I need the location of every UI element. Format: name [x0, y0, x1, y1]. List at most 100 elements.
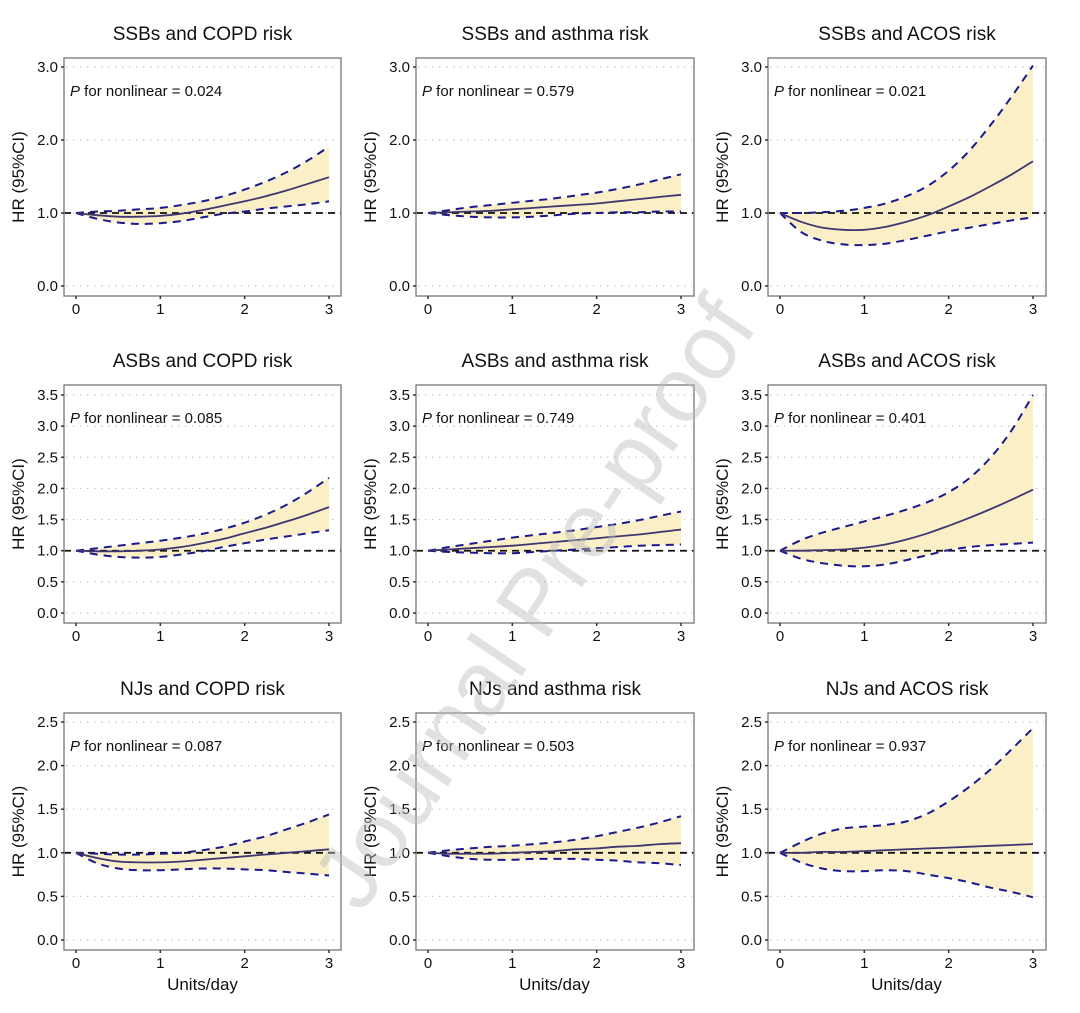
y-tick-label: 1.0	[389, 543, 410, 560]
x-tick-label: 0	[776, 628, 784, 645]
p-symbol: P	[70, 410, 80, 427]
x-tick-label: 1	[860, 628, 868, 645]
plot-area	[416, 510, 694, 555]
watermark: Journal Pre-proof	[293, 279, 775, 926]
hr-line	[75, 848, 330, 864]
p-nonlinear-annotation: P for nonlinear = 0.749	[422, 410, 574, 427]
ci-lower-line	[427, 851, 682, 866]
y-tick-label: 0.0	[389, 932, 410, 949]
y-axis-label: HR (95%CI)	[9, 458, 28, 550]
p-symbol: P	[774, 83, 784, 100]
hr-line	[75, 176, 330, 218]
p-value-text: for nonlinear = 0.937	[784, 738, 926, 755]
x-tick-label: 1	[860, 301, 868, 318]
x-tick-label: 1	[508, 955, 516, 972]
plot-area	[416, 173, 694, 219]
panel-title: SSBs and asthma risk	[462, 24, 649, 45]
y-tick-label: 1.0	[741, 845, 762, 862]
y-tick-label: 0.5	[37, 574, 58, 591]
plot-frame	[415, 712, 695, 951]
plot-frame	[63, 712, 342, 951]
ci-band	[428, 174, 681, 218]
y-tick-label: 1.5	[741, 801, 762, 818]
y-axis-label: HR (95%CI)	[361, 458, 380, 550]
ci-band	[76, 814, 329, 876]
x-tick-label: 3	[325, 628, 333, 645]
ci-lower-line	[427, 543, 682, 555]
x-tick-label: 3	[1029, 628, 1037, 645]
ci-upper-line	[75, 145, 330, 214]
ci-band	[780, 65, 1033, 246]
x-tick-label: 0	[424, 628, 432, 645]
p-value-text: for nonlinear = 0.579	[432, 83, 574, 100]
x-tick-label: 2	[944, 628, 952, 645]
y-tick-label: 0.0	[37, 932, 58, 949]
p-symbol: P	[422, 410, 432, 427]
y-tick-label: 0.5	[741, 888, 762, 905]
y-tick-label: 0.5	[37, 888, 58, 905]
ci-upper-line	[427, 815, 682, 854]
x-tick-label: 2	[944, 301, 952, 318]
p-nonlinear-annotation: P for nonlinear = 0.503	[422, 738, 574, 755]
ci-band	[428, 816, 681, 865]
y-tick-label: 0.0	[741, 932, 762, 949]
hr-line	[427, 193, 682, 214]
chart-panel: NJs and asthma risk 0.0 0.5 1.0 1.5 2.0 2.5 0 1 2…	[361, 679, 695, 994]
p-nonlinear-annotation: P for nonlinear = 0.937	[774, 738, 926, 755]
panel-title: ASBs and ACOS risk	[818, 351, 996, 372]
x-tick-label: 0	[776, 955, 784, 972]
x-axis-label: Units/day	[519, 975, 590, 994]
x-tick-label: 2	[240, 955, 248, 972]
x-tick-label: 2	[240, 628, 248, 645]
x-axis-label: Units/day	[167, 975, 238, 994]
x-tick-label: 0	[72, 628, 80, 645]
y-axis-label: HR (95%CI)	[361, 131, 380, 223]
y-tick-label: 1.0	[389, 845, 410, 862]
y-tick-label: 3.0	[389, 59, 410, 76]
panel-title: SSBs and COPD risk	[113, 24, 293, 45]
ci-band	[76, 146, 329, 224]
panel-title: SSBs and ACOS risk	[818, 24, 996, 45]
p-symbol: P	[774, 410, 784, 427]
x-tick-label: 3	[677, 301, 685, 318]
p-nonlinear-annotation: P for nonlinear = 0.085	[70, 410, 222, 427]
y-tick-label: 3.0	[37, 418, 58, 435]
chart-panel: ASBs and COPD risk 0.0 0.5 1.0 1.5 2.0 2.5 3.0 3…	[9, 351, 342, 645]
x-tick-label: 2	[240, 301, 248, 318]
y-tick-label: 0.5	[389, 888, 410, 905]
y-tick-label: 1.5	[741, 512, 762, 529]
plot-area	[64, 145, 341, 225]
y-tick-label: 3.0	[389, 418, 410, 435]
p-nonlinear-annotation: P for nonlinear = 0.401	[774, 410, 926, 427]
y-tick-label: 2.0	[37, 132, 58, 149]
p-symbol: P	[70, 738, 80, 755]
x-tick-label: 1	[508, 301, 516, 318]
p-nonlinear-annotation: P for nonlinear = 0.024	[70, 83, 222, 100]
chart-panel: NJs and COPD risk 0.0 0.5 1.0 1.5 2.0 2.5 0 1 2 3 H…	[9, 679, 342, 994]
plot-frame	[767, 712, 1047, 951]
y-tick-label: 1.0	[37, 205, 58, 222]
hr-line	[779, 488, 1034, 552]
y-tick-label: 0.0	[37, 605, 58, 622]
x-tick-label: 1	[156, 628, 164, 645]
ci-lower-line	[75, 851, 330, 877]
y-tick-label: 2.5	[741, 449, 762, 466]
p-nonlinear-annotation: P for nonlinear = 0.579	[422, 83, 574, 100]
y-tick-label: 3.0	[37, 59, 58, 76]
ci-lower-line	[75, 200, 330, 225]
x-tick-label: 0	[424, 301, 432, 318]
y-tick-label: 0.0	[741, 278, 762, 295]
ci-band	[780, 395, 1033, 567]
chart-panel: NJs and ACOS risk 0.0 0.5 1.0 1.5 2.0 2.5 0 1 2 3 H…	[713, 679, 1047, 994]
hr-line	[779, 160, 1034, 232]
hr-line	[75, 506, 330, 553]
y-tick-label: 2.0	[389, 480, 410, 497]
chart-panel: ASBs and asthma risk 0.0 0.5 1.0 1.5 2.0 2.5 3.…	[361, 351, 695, 645]
y-tick-label: 3.0	[741, 418, 762, 435]
x-tick-label: 0	[776, 301, 784, 318]
ci-upper-line	[75, 476, 330, 552]
p-value-text: for nonlinear = 0.087	[80, 738, 222, 755]
x-tick-label: 0	[424, 955, 432, 972]
ci-upper-line	[75, 813, 330, 856]
ci-upper-line	[779, 727, 1034, 854]
